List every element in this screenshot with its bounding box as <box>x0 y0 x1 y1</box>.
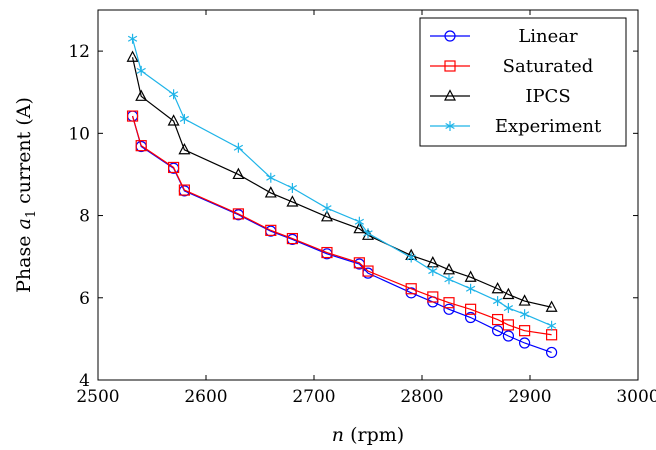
data-point <box>264 186 277 198</box>
data-point <box>232 208 244 220</box>
legend-label: IPCS <box>525 86 570 107</box>
data-point <box>465 311 477 324</box>
data-point <box>492 313 504 326</box>
data-point <box>232 167 245 180</box>
y-tick-label: 12 <box>68 42 90 62</box>
data-point <box>465 283 476 294</box>
data-point <box>320 210 333 222</box>
data-point <box>287 183 298 194</box>
x-tick-label: 2500 <box>76 387 119 407</box>
data-point <box>491 281 504 294</box>
data-point <box>518 294 531 306</box>
data-point <box>502 319 514 331</box>
data-point <box>286 195 299 207</box>
data-point <box>546 320 557 331</box>
data-point <box>492 325 504 337</box>
data-point <box>353 221 366 234</box>
legend-marker <box>444 60 456 72</box>
data-point <box>353 257 365 269</box>
x-axis-variable: n <box>332 424 344 446</box>
series-saturated <box>126 110 558 341</box>
legend: Linear Saturated IPCS Experiment <box>419 17 627 147</box>
data-point <box>363 228 373 239</box>
legend-marker <box>444 89 456 101</box>
y-tick-label: 8 <box>79 207 90 227</box>
data-point <box>502 330 514 342</box>
y-axis-prefix: Phase <box>13 230 35 293</box>
data-point <box>321 246 333 259</box>
data-point <box>443 297 455 309</box>
series-line <box>131 115 552 354</box>
x-tick-label: 3000 <box>616 387 656 407</box>
data-point <box>168 89 179 100</box>
data-point <box>428 266 438 277</box>
data-point <box>233 142 244 153</box>
plot-frame <box>97 9 639 381</box>
data-point <box>444 274 454 285</box>
legend-label: Experiment <box>495 116 602 137</box>
y-axis-suffix: current (A) <box>13 97 35 210</box>
series-experiment <box>127 33 557 331</box>
data-point <box>502 287 515 300</box>
data-point <box>266 172 276 183</box>
y-tick-label: 10 <box>68 124 90 144</box>
data-point <box>465 303 477 315</box>
y-axis-variable: a <box>13 218 35 229</box>
plot-area <box>97 9 639 381</box>
y-tick-label: 4 <box>79 371 90 391</box>
legend-label: Saturated <box>503 56 594 77</box>
data-point <box>405 283 417 295</box>
data-point <box>178 142 191 155</box>
data-point <box>518 325 531 337</box>
data-point <box>545 346 558 359</box>
data-point <box>427 291 439 303</box>
data-point <box>265 224 277 236</box>
x-axis-unit: (rpm) <box>344 424 404 446</box>
legend-item: IPCS <box>430 86 571 107</box>
data-point <box>492 296 503 307</box>
data-point <box>167 114 180 126</box>
data-point <box>179 113 190 124</box>
data-point <box>127 33 138 44</box>
legend-marker <box>445 121 455 131</box>
legend-label: Linear <box>518 26 578 47</box>
data-point <box>443 263 455 275</box>
data-point <box>464 270 477 282</box>
axes-layer: 2500 2600 2700 2800 2900 3000 4 6 8 10 12 <box>68 10 656 407</box>
data-point <box>178 184 190 196</box>
series-line <box>131 115 552 336</box>
data-point <box>135 140 147 152</box>
series-ipcs <box>126 50 558 312</box>
y-tick-label: 6 <box>79 289 90 309</box>
data-point <box>168 161 180 174</box>
y-axis-subscript: 1 <box>24 210 39 218</box>
data-point <box>362 265 374 277</box>
x-tick-label: 2900 <box>508 387 551 407</box>
legend-item: Linear <box>430 26 578 47</box>
data-point <box>354 216 365 227</box>
data-point <box>136 65 146 76</box>
data-point <box>545 300 558 312</box>
data-point <box>443 303 455 315</box>
series-layer <box>126 33 558 359</box>
data-point <box>406 252 416 263</box>
x-axis-label: n (rpm) <box>332 424 404 446</box>
legend-item: Saturated <box>430 56 593 77</box>
x-tick-label: 2700 <box>292 387 335 407</box>
data-point <box>519 309 530 320</box>
legend-marker <box>444 30 456 42</box>
data-point <box>135 89 148 101</box>
y-axis-label: Phase a1 current (A) <box>13 97 39 293</box>
data-point <box>503 303 514 314</box>
data-point <box>126 110 139 122</box>
x-tick-label: 2800 <box>400 387 443 407</box>
data-point <box>322 203 332 214</box>
legend-item: Experiment <box>430 116 602 137</box>
data-point <box>126 50 139 62</box>
x-tick-label: 2600 <box>184 387 227 407</box>
data-point <box>286 232 298 245</box>
data-point <box>518 337 531 349</box>
